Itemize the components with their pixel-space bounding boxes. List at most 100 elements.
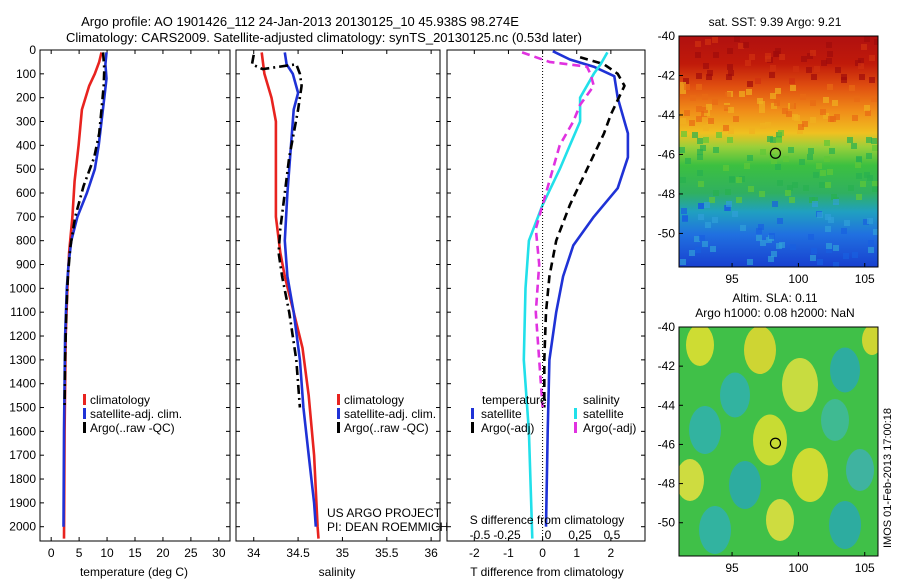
sst-texture-cell: [724, 105, 730, 111]
sst-texture-cell: [841, 77, 847, 83]
sst-texture-cell: [734, 36, 740, 42]
legend-swatch-blue: [337, 408, 340, 419]
sst-texture-cell: [760, 240, 766, 246]
sst-texture-cell: [803, 185, 809, 191]
sst-texture-cell: [728, 107, 734, 113]
sla-heatmap-texture: [679, 327, 878, 554]
sst-texture-cell: [785, 190, 791, 196]
sst-texture-cell: [696, 73, 702, 79]
sla-eddy-blob: [782, 358, 818, 412]
sst-texture-cell: [698, 203, 704, 209]
sst-texture-cell: [819, 182, 825, 188]
sst-texture-cell: [706, 74, 712, 80]
sst-texture-cell: [777, 180, 783, 186]
legend-swatch-blue: [471, 408, 474, 419]
sst-texture-cell: [685, 158, 691, 164]
sst-texture-cell: [700, 145, 706, 151]
sst-texture-cell: [827, 84, 833, 90]
sst-texture-cell: [811, 248, 817, 254]
sst-texture-cell: [792, 114, 798, 120]
series-line-satellite-adj-clim-: [283, 52, 318, 527]
sst-texture-cell: [820, 170, 826, 176]
sst-texture-cell: [835, 67, 841, 73]
sst-texture-cell: [756, 235, 762, 241]
difference-panel-frame: [446, 49, 646, 542]
sst-texture-cell: [783, 156, 789, 162]
map-y-tick-label: -46: [658, 147, 676, 161]
sst-texture-cell: [738, 43, 744, 49]
legend-label-s-satellite: satellite: [583, 407, 624, 421]
series-line-temperature-argo-adj-: [543, 55, 626, 408]
sla-eddy-blob: [720, 372, 750, 418]
sst-texture-cell: [680, 118, 686, 124]
series-line-salinity-argo-adj-: [521, 51, 596, 408]
sst-texture-cell: [856, 173, 862, 179]
sst-texture-cell: [696, 84, 702, 90]
sla-map-frame: [678, 326, 879, 557]
sst-texture-cell: [869, 77, 875, 83]
series-line-argo-raw-qc-: [250, 54, 303, 408]
sst-texture-cell: [689, 250, 695, 256]
sst-texture-cell: [684, 84, 690, 90]
map-x-tick-label: 100: [788, 272, 808, 286]
sst-texture-cell: [770, 93, 776, 99]
sst-texture-cell: [872, 186, 878, 192]
sla-eddy-blob: [699, 506, 731, 554]
sst-texture-cell: [766, 237, 772, 243]
map-x-tick-label: 95: [725, 561, 739, 575]
salinity-xlabel: salinity: [319, 565, 356, 579]
map-y-tick-label: -50: [658, 226, 676, 240]
y-tick-label: 600: [16, 186, 36, 200]
profile-lines: [62, 50, 630, 539]
legend-label-satellite-adj: satellite-adj. clim.: [344, 407, 436, 421]
top-x-tick-label: 0.25: [568, 528, 592, 542]
legend-swatch-black: [471, 422, 474, 433]
project-credit-line1: US ARGO PROJECT: [327, 506, 442, 520]
sst-texture-cell: [788, 147, 794, 153]
sst-texture-cell: [758, 224, 764, 230]
y-tick-label: 400: [16, 138, 36, 152]
sst-texture-cell: [682, 216, 688, 222]
sst-texture-cell: [854, 96, 860, 102]
sst-map-title: sat. SST: 9.39 Argo: 9.21: [709, 15, 842, 29]
sst-texture-cell: [749, 128, 755, 134]
sst-texture-cell: [810, 100, 816, 106]
sst-texture-cell: [848, 185, 854, 191]
y-tick-label: 100: [16, 67, 36, 81]
sst-texture-cell: [736, 197, 742, 203]
sst-texture-cell: [706, 104, 712, 110]
legend-label-t-argo: Argo(-adj): [481, 421, 534, 435]
sst-texture-cell: [712, 37, 718, 43]
sst-texture-cell: [680, 177, 686, 183]
sst-texture-cell: [707, 70, 713, 76]
sst-texture-cell: [865, 110, 871, 116]
y-tick-label: 700: [16, 210, 36, 224]
sst-texture-cell: [824, 140, 830, 146]
legend-swatch-red: [83, 394, 86, 405]
sst-texture-cell: [834, 114, 840, 120]
sst-texture-cell: [702, 107, 708, 113]
sst-texture-cell: [703, 125, 709, 131]
sst-texture-cell: [786, 111, 792, 117]
sst-texture-cell: [810, 117, 816, 123]
sst-texture-cell: [776, 137, 782, 143]
series-line-climatology: [62, 52, 103, 539]
sst-texture-cell: [756, 228, 762, 234]
top-x-tick-label: -0.5: [470, 528, 491, 542]
sst-texture-cell: [684, 110, 690, 116]
sst-texture-cell: [868, 240, 874, 246]
sst-texture-cell: [759, 191, 765, 197]
salinity-legend: climatology satellite-adj. clim. Argo(..…: [337, 393, 436, 435]
legend-swatch-cyan: [574, 408, 577, 419]
sst-texture-cell: [755, 78, 761, 84]
sst-texture-cell: [770, 137, 776, 143]
sst-texture-cell: [831, 194, 837, 200]
y-tick-label: 300: [16, 115, 36, 129]
sst-texture-cell: [765, 53, 771, 59]
sst-texture-cell: [728, 70, 734, 76]
sst-texture-cell: [864, 105, 870, 111]
sst-texture-cell: [779, 54, 785, 60]
axis-ticks: 0 5 10 15 20 25 300100200300400500600700800900…: [9, 43, 645, 560]
sst-texture-cell: [745, 60, 751, 66]
sst-texture-cell: [744, 163, 750, 169]
